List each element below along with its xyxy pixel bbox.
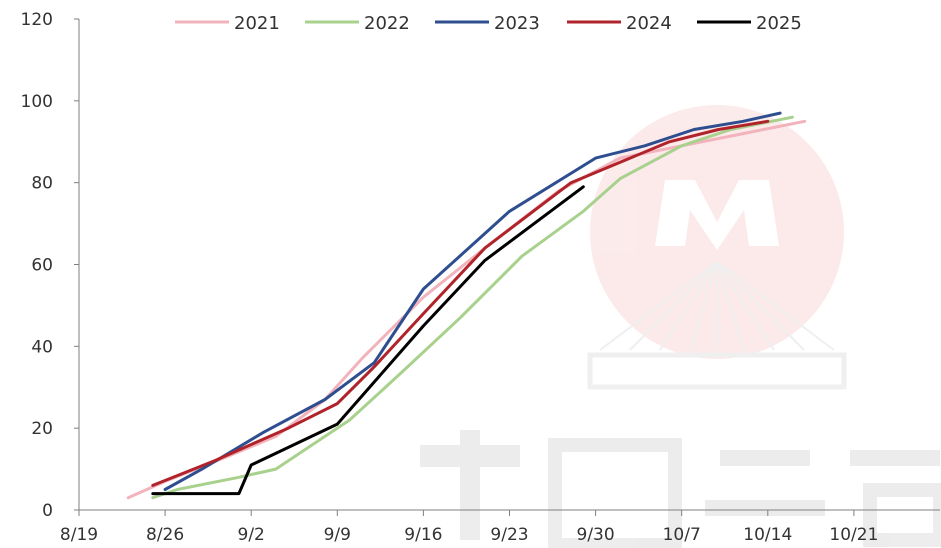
legend-label-2024: 2024: [626, 13, 672, 34]
x-tick-label: 10/7: [663, 525, 701, 545]
x-tick-label: 8/19: [60, 525, 98, 545]
x-tick-label: 8/26: [146, 525, 184, 545]
legend: 2021 2022 2023 2024 2025: [175, 13, 802, 34]
y-tick-label: 0: [42, 501, 53, 521]
x-axis-ticks: 8/19 8/26 9/2 9/9 9/16 9/23 9/30 10/7 10/14 10/21: [60, 510, 878, 545]
watermark-logo: [587, 105, 847, 390]
legend-label-2021: 2021: [234, 13, 280, 34]
y-tick-label: 20: [31, 419, 53, 439]
legend-label-2025: 2025: [756, 13, 802, 34]
x-tick-label: 9/30: [577, 525, 615, 545]
series-line-2023: [163, 111, 782, 491]
y-tick-label: 80: [31, 174, 53, 194]
y-axis-ticks: 0 20 40 60 80 100 120: [21, 10, 79, 521]
x-tick-label: 9/2: [238, 525, 265, 545]
legend-label-2023: 2023: [494, 13, 540, 34]
y-tick-label: 120: [21, 10, 53, 30]
series-line-2025: [151, 185, 585, 496]
x-tick-label: 10/21: [829, 525, 878, 545]
legend-label-2022: 2022: [364, 13, 410, 34]
y-tick-label: 40: [31, 337, 53, 357]
watermark-glyphs: [420, 430, 941, 548]
series-line-2024: [151, 119, 770, 487]
x-tick-label: 10/14: [743, 525, 792, 545]
x-tick-label: 9/16: [404, 525, 442, 545]
y-tick-label: 100: [21, 92, 53, 112]
y-tick-label: 60: [31, 256, 53, 276]
x-tick-label: 9/23: [490, 525, 528, 545]
x-tick-label: 9/9: [324, 525, 351, 545]
series-lines: [126, 111, 807, 500]
